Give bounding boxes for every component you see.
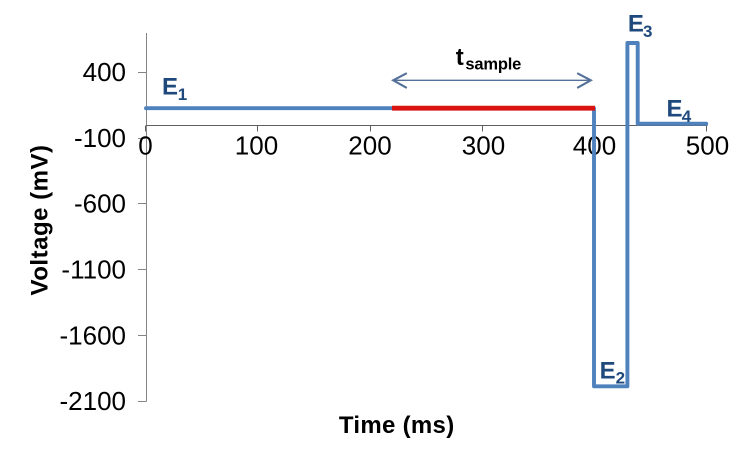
svg-text:-2100: -2100 [60, 386, 127, 416]
svg-text:100: 100 [235, 130, 278, 160]
svg-text:sample: sample [465, 56, 521, 74]
svg-text:E: E [667, 96, 683, 123]
svg-text:200: 200 [348, 130, 391, 160]
svg-text:3: 3 [643, 22, 652, 41]
svg-text:-600: -600 [74, 189, 126, 219]
svg-text:0: 0 [138, 130, 152, 160]
svg-text:E: E [162, 73, 178, 100]
svg-text:2: 2 [616, 369, 625, 388]
svg-text:500: 500 [686, 130, 729, 160]
svg-text:-100: -100 [74, 123, 126, 153]
svg-text:Time (ms): Time (ms) [339, 412, 455, 439]
svg-text:4: 4 [682, 107, 692, 126]
svg-text:E: E [628, 11, 644, 38]
svg-text:400: 400 [83, 57, 126, 87]
svg-text:Voltage (mV): Voltage (mV) [27, 145, 54, 296]
svg-text:1: 1 [178, 85, 187, 104]
svg-text:-1100: -1100 [61, 255, 126, 285]
svg-text:300: 300 [462, 130, 505, 160]
svg-text:t: t [456, 44, 464, 71]
svg-text:-1600: -1600 [60, 321, 127, 351]
svg-text:E: E [600, 357, 616, 384]
